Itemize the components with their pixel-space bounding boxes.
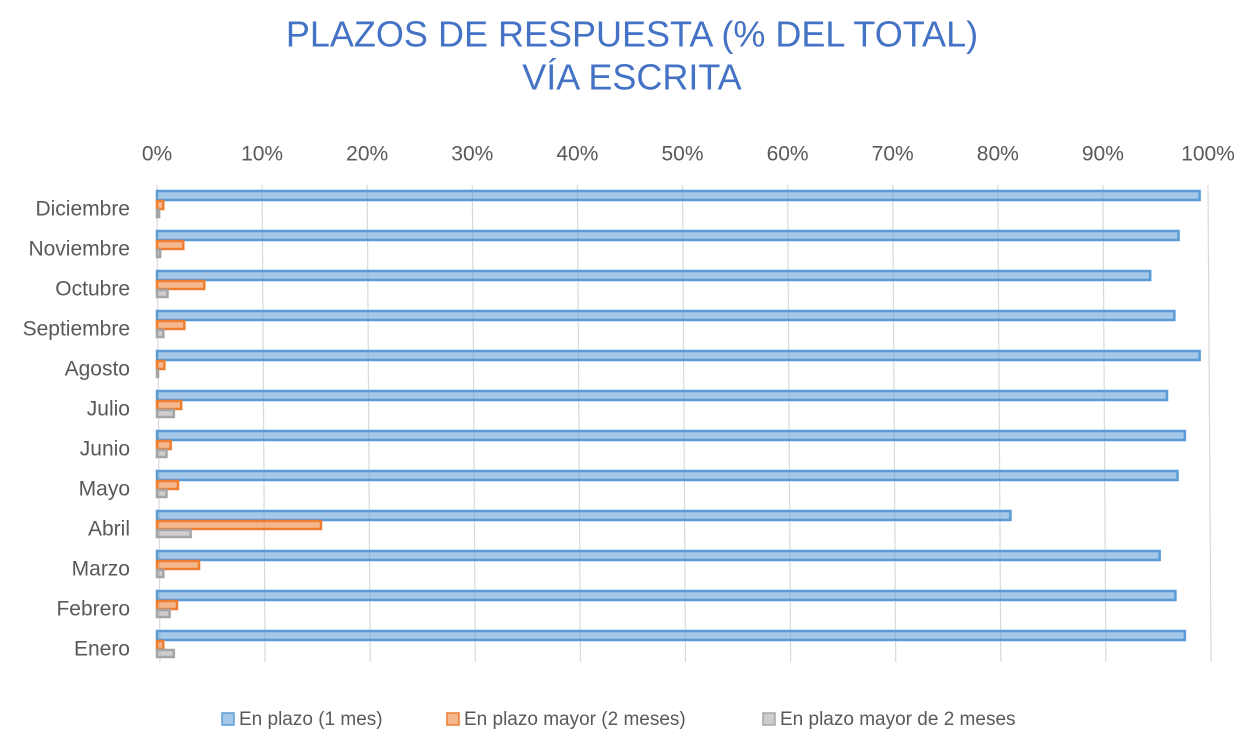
bar <box>155 519 323 531</box>
bar <box>155 488 168 499</box>
bar <box>155 568 165 579</box>
bar <box>155 368 160 379</box>
legend-label: En plazo mayor de 2 meses <box>780 709 1016 730</box>
chart-subtitle: VÍA ESCRITA <box>522 57 741 98</box>
bar <box>155 328 165 339</box>
bar <box>155 479 180 491</box>
legend-swatch <box>762 712 776 726</box>
bar <box>155 309 1176 322</box>
bar <box>155 608 171 619</box>
x-tick-label: 0% <box>142 143 172 166</box>
y-tick-label: Junio <box>80 438 130 461</box>
grid-line <box>366 184 371 663</box>
grid-line <box>576 184 582 663</box>
bar <box>155 648 176 659</box>
bar <box>155 279 206 291</box>
y-tick-label: Octubre <box>55 278 130 301</box>
x-tick-label: 90% <box>1082 143 1124 166</box>
bar <box>155 639 165 651</box>
grid-line <box>681 184 687 663</box>
x-tick-label: 20% <box>346 143 388 166</box>
x-tick-label: 30% <box>451 143 493 166</box>
bar <box>155 448 168 459</box>
bar <box>155 629 1187 642</box>
x-tick-label: 100% <box>1181 143 1235 166</box>
legend-swatch <box>221 712 235 726</box>
grid-line <box>261 184 266 663</box>
bar <box>155 469 1179 482</box>
bar <box>155 208 161 219</box>
bar <box>155 399 183 411</box>
y-tick-label: Septiembre <box>23 318 130 341</box>
x-tick-label: 70% <box>872 143 914 166</box>
y-tick-label: Diciembre <box>35 198 130 221</box>
bar <box>155 589 1177 602</box>
grid-line <box>156 184 161 663</box>
bar <box>155 199 165 211</box>
grid-line <box>892 184 897 663</box>
y-tick-label: Mayo <box>79 478 130 501</box>
bar <box>155 559 201 571</box>
bar <box>155 429 1187 442</box>
x-tick-label: 40% <box>556 143 598 166</box>
grid-line <box>786 184 792 663</box>
y-tick-label: Noviembre <box>28 238 130 261</box>
bar <box>155 269 1152 282</box>
legend-label: En plazo (1 mes) <box>239 709 383 730</box>
bar <box>155 389 1169 402</box>
grid-line <box>997 184 1002 663</box>
bar <box>155 189 1201 202</box>
y-tick-label: Julio <box>87 398 130 421</box>
bar <box>155 439 172 451</box>
bar <box>155 248 162 259</box>
bar <box>155 599 179 611</box>
x-tick-label: 50% <box>661 143 703 166</box>
y-tick-label: Marzo <box>72 558 130 581</box>
chart-title: PLAZOS DE RESPUESTA (% DEL TOTAL) <box>286 14 978 55</box>
y-tick-label: Abril <box>88 518 130 541</box>
y-tick-label: Febrero <box>56 598 130 621</box>
bar <box>155 509 1012 522</box>
bar <box>155 349 1201 362</box>
bar <box>155 319 186 331</box>
x-tick-label: 60% <box>767 143 809 166</box>
bar <box>155 528 192 539</box>
bar <box>155 288 169 299</box>
y-tick-label: Agosto <box>65 358 130 381</box>
legend-swatch <box>446 712 460 726</box>
grid-line <box>1207 184 1212 663</box>
bar <box>155 549 1161 562</box>
legend-label: En plazo mayor (2 meses) <box>464 709 686 730</box>
grid-line <box>471 184 476 663</box>
bar <box>155 239 185 251</box>
x-tick-label: 10% <box>241 143 283 166</box>
bar <box>155 408 176 419</box>
x-tick-label: 80% <box>977 143 1019 166</box>
y-tick-label: Enero <box>74 638 130 661</box>
bar <box>155 229 1180 242</box>
bar <box>155 359 166 371</box>
grid-line <box>1102 184 1107 663</box>
